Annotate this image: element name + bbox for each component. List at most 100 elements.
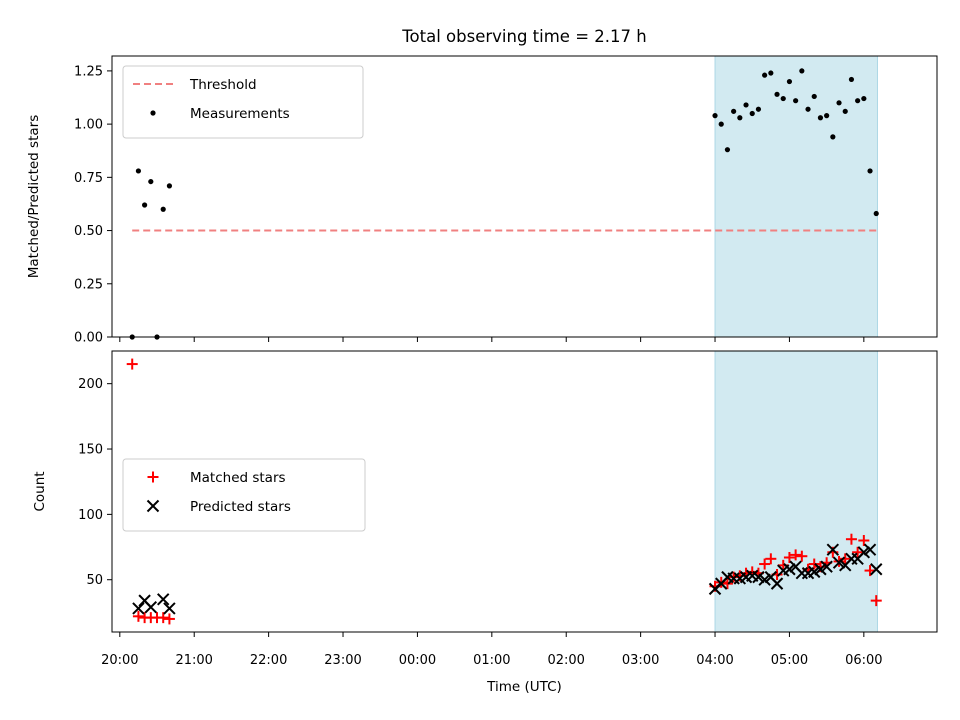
y-tick-label: 1.25 [74, 64, 103, 79]
data-point [157, 593, 170, 606]
data-point [142, 202, 148, 208]
data-point [786, 78, 793, 85]
data-point [768, 70, 774, 76]
legend: Threshold Measurements [122, 65, 364, 139]
data-point [805, 106, 811, 112]
data-point [852, 546, 864, 558]
data-point [783, 552, 795, 564]
data-point [166, 183, 173, 189]
chart-title: Total observing time = 2.17 h [401, 27, 646, 46]
data-point [743, 102, 749, 108]
data-point [845, 533, 857, 545]
series-measurements [129, 68, 879, 340]
data-point [749, 110, 755, 117]
data-point [762, 72, 768, 78]
data-point [737, 115, 743, 121]
data-point [799, 68, 805, 74]
data-point [793, 98, 799, 104]
x-tick-label: 20:00 [101, 653, 138, 668]
data-point [721, 578, 733, 590]
data-point [870, 595, 882, 607]
data-point [817, 115, 824, 121]
data-point [712, 113, 718, 119]
data-point [814, 563, 827, 576]
data-point [759, 558, 771, 570]
legend-label: Predicted stars [190, 499, 291, 515]
legend-box [122, 65, 364, 139]
data-point [790, 549, 802, 561]
x-tick-label: 21:00 [175, 653, 212, 668]
y-tick-label: 1.00 [74, 118, 103, 133]
data-point [855, 98, 861, 104]
data-point [867, 168, 873, 174]
data-point [765, 553, 777, 565]
y-axis-label: Count [32, 471, 48, 511]
x-tick-label: 01:00 [473, 653, 510, 668]
data-point [870, 563, 883, 576]
data-point [836, 100, 842, 106]
data-point [144, 600, 158, 614]
data-point [808, 558, 820, 570]
x-tick-label: 05:00 [771, 653, 808, 668]
y-tick-label: 0.00 [74, 331, 103, 346]
y-tick-label: 0.50 [74, 224, 103, 239]
data-point [832, 556, 846, 569]
data-point [796, 550, 808, 562]
data-point [163, 602, 176, 615]
highlight-span [714, 55, 878, 338]
data-point [830, 134, 836, 140]
data-point [126, 358, 138, 370]
y-tick-label: 0.75 [74, 171, 103, 186]
x-tick-label: 03:00 [622, 653, 659, 668]
bottom-panel: 50 100 150 200 Count Matched stars Predicted s… [32, 350, 938, 637]
x-axis-label: Time (UTC) [486, 679, 562, 695]
data-point [731, 108, 737, 114]
y-tick-label: 150 [78, 443, 103, 458]
data-point [811, 93, 817, 100]
legend-marker [146, 499, 160, 513]
data-point [163, 613, 175, 625]
top-panel: 0.00 0.25 0.50 0.75 1.00 1.25 Matched/Predicte… [26, 55, 938, 346]
data-point [820, 560, 833, 573]
x-tick-label: 23:00 [324, 653, 361, 668]
data-point [148, 178, 154, 185]
data-point [160, 206, 166, 212]
data-point [132, 602, 145, 615]
y-axis: 50 100 150 200 [78, 377, 112, 588]
legend-label: Matched stars [190, 470, 286, 486]
data-point [861, 95, 867, 102]
data-point [824, 113, 830, 119]
x-tick-label: 02:00 [547, 653, 584, 668]
axes-frame [111, 350, 938, 633]
data-point [826, 543, 840, 556]
x-axis: 20:00 21:00 22:00 23:00 00:00 01:00 02:00 03:00… [101, 653, 882, 668]
y-axis-label: Matched/Predicted stars [26, 115, 42, 278]
data-point [718, 121, 724, 127]
legend-label: Measurements [190, 106, 290, 122]
x-tick-label: 06:00 [845, 653, 882, 668]
axes-frame [111, 55, 938, 338]
data-point [857, 546, 871, 559]
legend-label: Threshold [189, 77, 257, 93]
x-tick-label: 04:00 [696, 653, 733, 668]
y-tick-label: 50 [86, 573, 103, 588]
data-point [724, 147, 731, 153]
legend-box [122, 458, 366, 532]
legend-marker [150, 110, 156, 116]
data-point [783, 563, 796, 576]
x-tick-label: 22:00 [250, 653, 287, 668]
data-point [780, 95, 786, 102]
data-point [873, 210, 879, 217]
highlight-span [714, 350, 878, 633]
y-tick-label: 200 [78, 377, 103, 392]
data-point [842, 108, 848, 114]
data-point [135, 168, 142, 174]
y-tick-label: 100 [78, 508, 103, 523]
y-axis: 0.00 0.25 0.50 0.75 1.00 1.25 [74, 64, 112, 346]
data-point [157, 612, 169, 624]
data-point [752, 570, 765, 584]
data-point [863, 543, 877, 556]
data-point [755, 106, 762, 112]
data-point [774, 91, 780, 97]
x-tick-label: 00:00 [399, 653, 436, 668]
